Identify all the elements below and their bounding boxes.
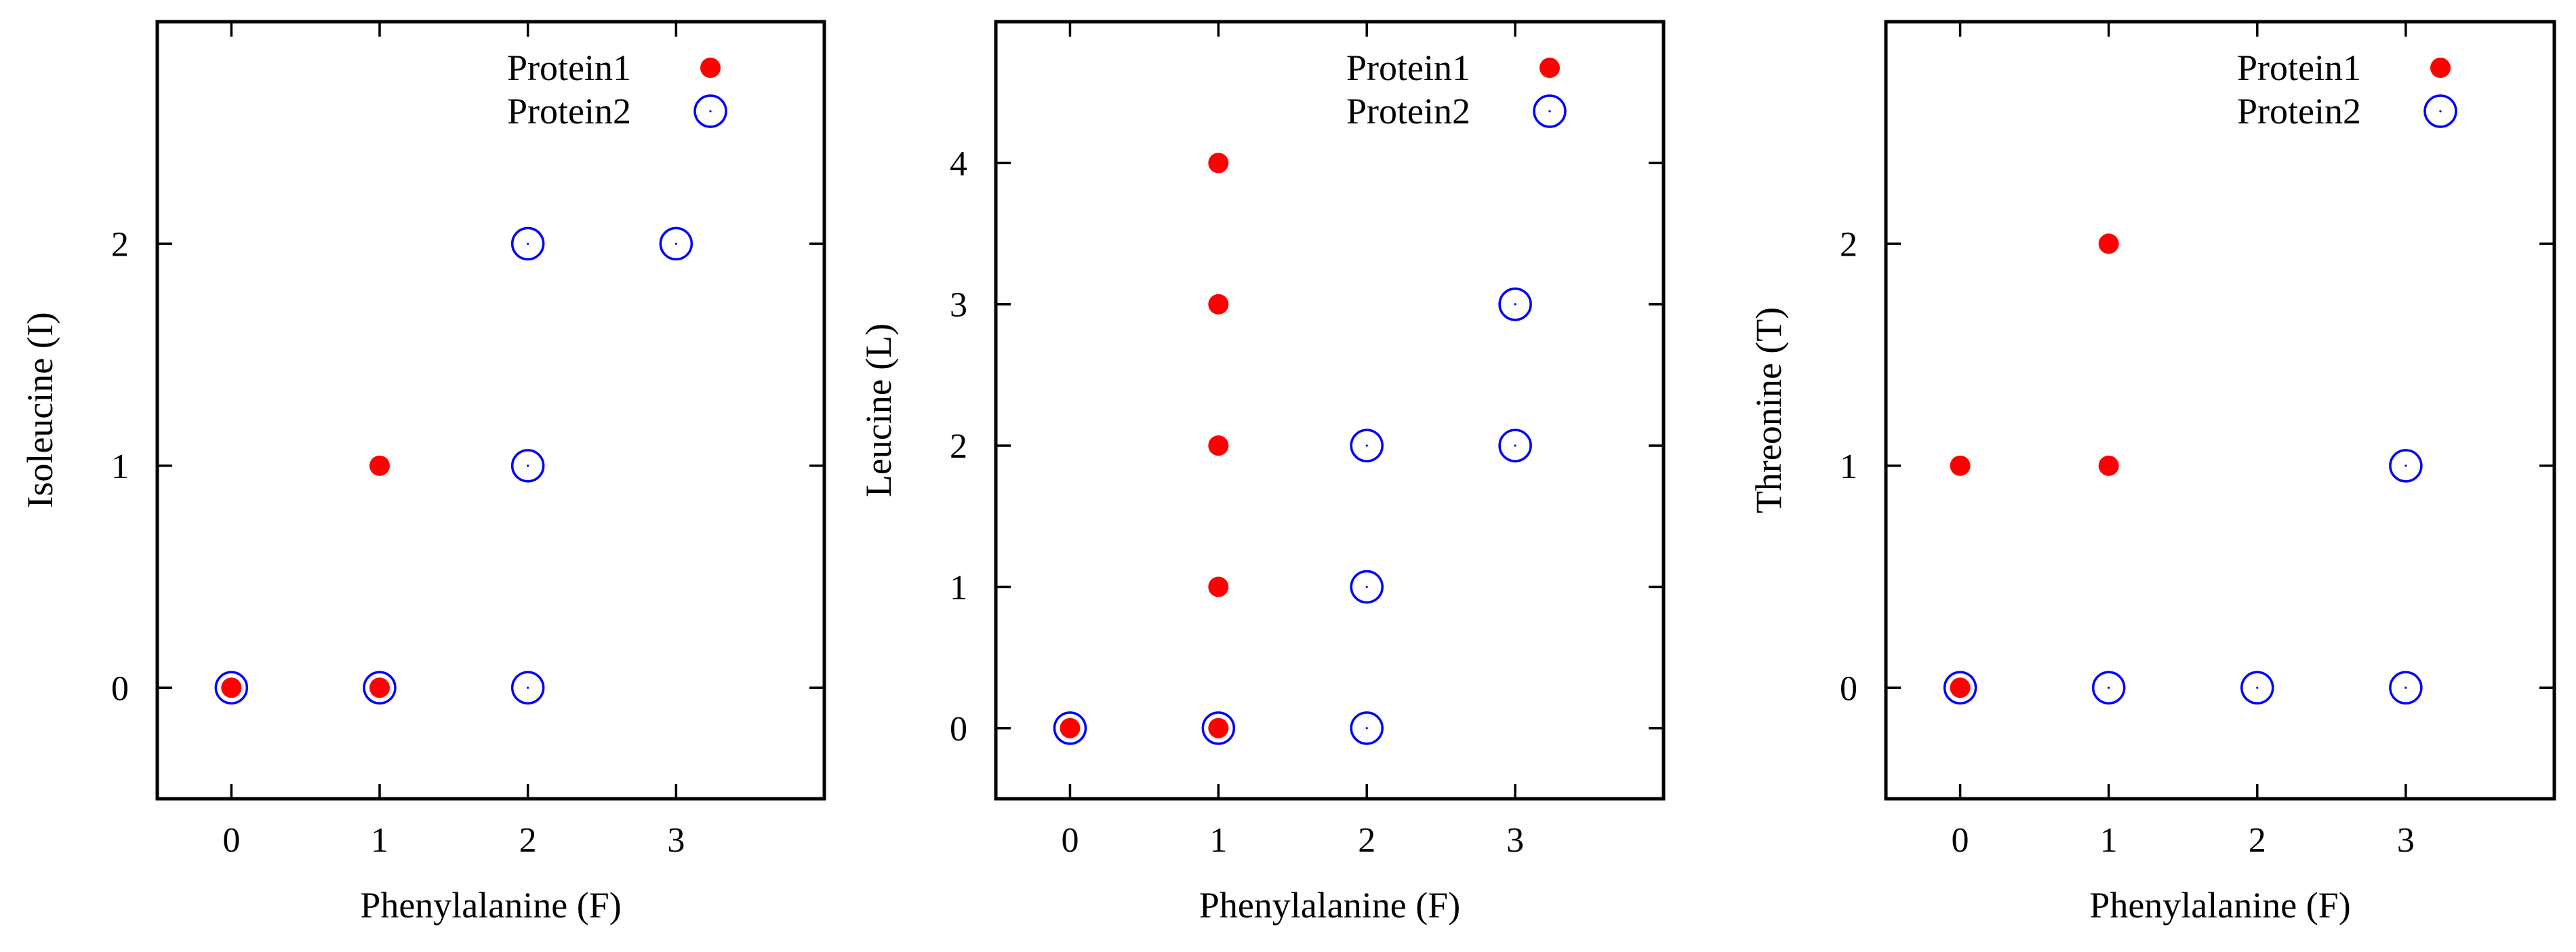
protein2-point-center [527, 242, 529, 245]
x-axis-label: Phenylalanine (F) [360, 885, 621, 926]
y-axis-label: Leucine (L) [858, 323, 899, 497]
x-tick-label: 2 [519, 821, 537, 860]
protein2-point-center [2404, 686, 2407, 689]
protein2-point [1943, 671, 1977, 705]
x-tick-label: 0 [1061, 821, 1079, 860]
legend-label: Protein2 [507, 91, 631, 132]
x-axis-label: Phenylalanine (F) [1199, 885, 1460, 926]
x-tick-label: 1 [1209, 821, 1227, 860]
protein2-point [1053, 711, 1087, 745]
legend-label: Protein2 [2237, 91, 2361, 132]
x-axis-label: Phenylalanine (F) [2089, 885, 2350, 926]
legend-label: Protein1 [1346, 47, 1470, 88]
legend-marker-center [1548, 110, 1551, 113]
legend-marker-protein2 [1533, 94, 1567, 128]
legend-marker-protein2 [693, 94, 727, 128]
protein2-point [363, 671, 397, 705]
protein1-point [221, 677, 242, 698]
x-tick-label: 3 [667, 821, 685, 860]
protein2-point-center [1365, 444, 1368, 447]
protein2-point [2389, 671, 2423, 705]
protein2-point [1498, 429, 1532, 462]
legend-marker-center [709, 110, 712, 113]
panel-leucine: 0 1 2 3 0 1 2 3 4 Phenylalanine (F) Leucine (L) Pro… [858, 20, 1666, 926]
panel-isoleucine: 0 1 2 3 0 1 2 Phenylalanine (F) Isoleucine (I) Pr… [20, 20, 826, 926]
protein2-point-center [1365, 585, 1368, 589]
legend-marker-protein2 [2423, 94, 2457, 128]
y-tick-label: 2 [950, 427, 967, 466]
y-tick-label: 0 [950, 710, 967, 749]
y-axis-label: Isoleucine (I) [20, 312, 60, 508]
panel-threonine: 0 1 2 3 0 1 2 Phenylalanine (F) Threonine (T) Pro… [1748, 20, 2556, 926]
plot-frame [994, 20, 1666, 801]
y-tick-label: 1 [1840, 448, 1857, 486]
protein2-point-center [2256, 686, 2259, 689]
x-tick-label: 1 [371, 821, 388, 860]
y-tick-label: 1 [950, 568, 967, 607]
legend-label: Protein1 [2237, 47, 2361, 88]
protein2-point-center [1514, 444, 1516, 447]
x-tick-label: 2 [1358, 821, 1375, 860]
protein2-point [2389, 449, 2423, 483]
legend-marker-protein1 [700, 58, 721, 78]
protein2-point-center [527, 686, 529, 689]
x-tick-label: 0 [222, 821, 240, 860]
protein2-point-center [527, 464, 529, 467]
y-tick-label: 3 [950, 286, 967, 325]
protein2-point [1201, 711, 1236, 745]
protein2-point-center [2404, 464, 2407, 467]
x-tick-label: 2 [2249, 821, 2266, 860]
legend-marker-center [2439, 110, 2442, 113]
protein1-point [369, 455, 390, 476]
protein2-point-center [2108, 686, 2110, 689]
x-tick-label: 3 [2397, 821, 2415, 860]
protein2-point [1350, 570, 1384, 604]
protein1-point [1208, 435, 1229, 456]
protein1-point [1208, 576, 1229, 597]
y-tick-label: 2 [1840, 225, 1857, 264]
legend-marker-protein1 [2430, 58, 2451, 78]
protein2-point [510, 449, 545, 483]
protein2-point-center [675, 242, 677, 245]
protein2-point-center [1514, 303, 1516, 306]
protein2-point [214, 671, 249, 705]
y-tick-label: 0 [111, 669, 129, 708]
protein1-point [1208, 153, 1229, 174]
protein2-point [1350, 711, 1384, 745]
protein2-point [510, 226, 545, 261]
protein2-point [1350, 429, 1384, 462]
y-tick-label: 4 [950, 144, 967, 183]
protein1-point [1950, 677, 1971, 698]
protein1-point [1060, 717, 1081, 738]
protein2-point [2240, 671, 2274, 705]
protein1-point [1950, 455, 1971, 476]
protein1-point [1208, 294, 1229, 315]
protein2-point [659, 226, 693, 261]
protein1-point [2098, 233, 2119, 254]
y-tick-label: 2 [111, 225, 129, 264]
y-tick-label: 0 [1840, 669, 1857, 708]
x-tick-label: 3 [1506, 821, 1524, 860]
protein2-point [510, 671, 545, 705]
protein1-point [2098, 455, 2119, 476]
legend-label: Protein2 [1346, 91, 1470, 132]
y-axis-label: Threonine (T) [1748, 307, 1789, 513]
protein2-point-center [1365, 727, 1368, 730]
x-tick-label: 1 [2100, 821, 2118, 860]
protein1-point [1208, 717, 1229, 738]
protein2-point [1498, 287, 1532, 321]
protein2-point [2091, 671, 2126, 705]
plot-frame [1884, 20, 2556, 801]
protein1-point [369, 677, 390, 698]
legend-marker-protein1 [1539, 58, 1560, 78]
y-tick-label: 1 [111, 448, 129, 486]
x-tick-label: 0 [1952, 821, 1969, 860]
plot-frame [155, 20, 826, 801]
legend-label: Protein1 [507, 47, 631, 88]
